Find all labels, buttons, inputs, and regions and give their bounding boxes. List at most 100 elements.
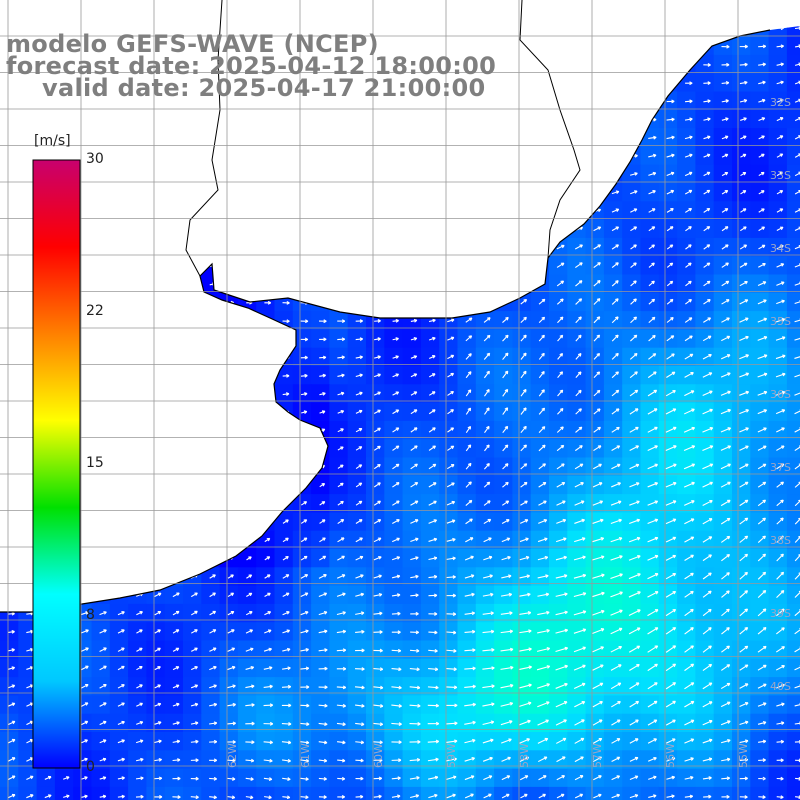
wind-speed-cell [73, 786, 93, 800]
wind-speed-cell [219, 658, 239, 678]
wind-speed-cell [695, 311, 715, 330]
wind-arrow [447, 318, 455, 323]
wind-speed-cell [530, 311, 550, 330]
wind-speed-cell [420, 786, 440, 800]
wind-speed-cell [732, 54, 751, 74]
wind-speed-cell [420, 567, 440, 587]
wind-speed-cell [146, 768, 166, 788]
wind-speed-cell [567, 658, 587, 678]
wind-speed-cell [750, 549, 770, 568]
wind-speed-cell [439, 732, 459, 751]
wind-arrow [776, 62, 784, 67]
wind-speed-cell [494, 457, 513, 477]
wind-speed-cell [603, 329, 623, 349]
wind-speed-cell [786, 237, 800, 257]
wind-speed-cell [549, 494, 568, 513]
wind-speed-cell [768, 695, 788, 715]
wind-arrow [703, 171, 711, 177]
wind-arrow [757, 281, 767, 287]
wind-arrow [685, 280, 692, 287]
wind-speed-cell [768, 622, 788, 642]
wind-speed-cell [402, 402, 422, 422]
wind-speed-cell [512, 402, 532, 422]
wind-speed-cell [695, 292, 715, 312]
wind-speed-cell [695, 366, 715, 385]
wind-speed-cell [658, 585, 678, 605]
wind-speed-cell [549, 366, 568, 385]
wind-speed-cell [585, 530, 605, 550]
wind-speed-cell [695, 549, 715, 568]
wind-speed-cell [732, 237, 751, 257]
wind-arrow [739, 299, 749, 305]
wind-speed-cell [347, 494, 367, 513]
wind-speed-cell [549, 786, 568, 800]
wind-speed-cell [713, 695, 733, 715]
wind-speed-cell [640, 512, 660, 532]
wind-speed-cell [420, 585, 440, 605]
wind-speed-cell [530, 402, 550, 422]
wind-speed-cell [18, 695, 38, 715]
wind-speed-cell [786, 91, 800, 111]
wind-speed-cell [640, 402, 660, 422]
wind-speed-cell [274, 530, 294, 550]
wind-speed-cell [402, 347, 422, 367]
wind-speed-cell [713, 713, 733, 733]
wind-speed-cell [475, 494, 495, 513]
wind-speed-cell [768, 475, 788, 495]
wind-speed-cell [786, 420, 800, 440]
wind-speed-cell [658, 512, 678, 532]
wind-speed-cell [713, 439, 733, 459]
wind-speed-cell [201, 603, 221, 623]
wind-speed-cell [786, 567, 800, 587]
wind-speed-cell [549, 475, 568, 495]
wind-speed-cell [256, 585, 276, 605]
wind-speed-cell [201, 640, 221, 660]
latitude-label: 40S [770, 680, 791, 693]
wind-speed-cell [695, 183, 715, 202]
wind-speed-cell [567, 567, 587, 587]
wind-speed-cell [347, 603, 367, 623]
wind-speed-cell [366, 329, 385, 349]
wind-arrow [685, 207, 693, 213]
wind-speed-cell [311, 567, 330, 587]
wind-speed-cell [567, 494, 587, 513]
wind-speed-cell [695, 146, 715, 166]
wind-speed-cell [677, 237, 696, 257]
wind-speed-cell [695, 567, 715, 587]
wind-speed-cell [274, 658, 294, 678]
wind-speed-cell [622, 384, 642, 404]
wind-speed-cell [311, 603, 330, 623]
wind-speed-cell [713, 622, 733, 642]
wind-arrow [702, 372, 713, 378]
wind-speed-cell [311, 347, 330, 367]
wind-speed-cell [164, 658, 184, 678]
wind-arrow [319, 373, 326, 378]
wind-speed-cell [732, 768, 751, 788]
wind-speed-cell [567, 384, 587, 404]
wind-arrow [447, 336, 455, 341]
wind-speed-cell [494, 750, 513, 770]
wind-speed-cell [677, 786, 696, 800]
wind-speed-cell [585, 384, 605, 404]
wind-speed-cell [585, 732, 605, 751]
wind-arrow [758, 190, 765, 195]
wind-arrow [703, 135, 711, 140]
wind-speed-cell [402, 384, 422, 404]
wind-speed-cell [457, 366, 477, 385]
wind-speed-cell [164, 640, 184, 660]
wind-speed-cell [695, 457, 715, 477]
wind-speed-cell [549, 750, 568, 770]
wind-speed-cell [603, 475, 623, 495]
wind-speed-cell [347, 786, 367, 800]
longitude-label: 59W [445, 743, 458, 768]
wind-arrow [374, 355, 381, 360]
wind-speed-cell [786, 329, 800, 349]
wind-speed-cell [109, 713, 129, 733]
wind-arrow [355, 373, 363, 378]
wind-speed-cell [713, 366, 733, 385]
wind-speed-cell [732, 256, 751, 276]
longitude-label: 58W [518, 743, 531, 768]
wind-speed-cell [567, 640, 587, 660]
wind-speed-cell [402, 439, 422, 459]
